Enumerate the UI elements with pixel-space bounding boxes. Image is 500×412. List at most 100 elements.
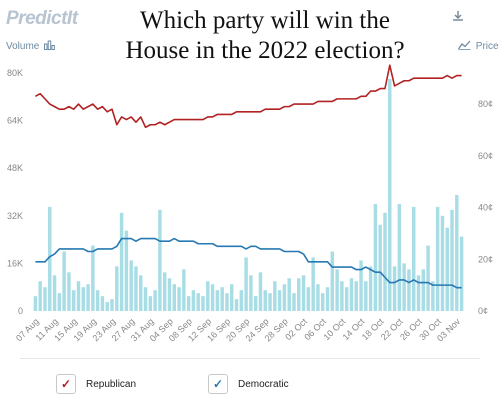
volume-bar bbox=[263, 290, 267, 311]
volume-bar bbox=[81, 287, 86, 311]
volume-bar bbox=[297, 278, 301, 311]
download-icon[interactable] bbox=[452, 10, 464, 25]
volume-bar bbox=[105, 302, 109, 311]
volume-bar bbox=[172, 284, 176, 311]
y-right-tick-label: 40¢ bbox=[478, 203, 493, 213]
volume-bar bbox=[38, 281, 42, 311]
volume-bar bbox=[148, 296, 153, 312]
checkmark-icon[interactable]: ✓ bbox=[56, 374, 76, 394]
predictit-logo: PredictIt bbox=[6, 8, 78, 29]
democratic-price-line bbox=[35, 237, 462, 289]
legend-republican[interactable]: ✓ Republican bbox=[56, 370, 136, 398]
bar-chart-icon bbox=[44, 40, 56, 50]
y-left-tick-label: 0 bbox=[18, 306, 23, 316]
volume-bar bbox=[225, 293, 229, 311]
volume-bar bbox=[426, 245, 430, 311]
volume-bar bbox=[330, 251, 335, 311]
y-right-tick-label: 60¢ bbox=[478, 151, 493, 161]
volume-bar bbox=[110, 299, 114, 311]
volume-bar bbox=[445, 227, 449, 311]
y-left-tick-label: 64K bbox=[7, 116, 23, 126]
volume-bar bbox=[383, 212, 387, 311]
page-title: Which party will win the House in the 20… bbox=[100, 6, 430, 66]
volume-bar bbox=[273, 281, 277, 311]
volume-bar bbox=[153, 290, 157, 311]
volume-bar bbox=[321, 293, 325, 311]
volume-bar bbox=[450, 209, 454, 311]
volume-bar bbox=[95, 290, 100, 311]
legend-divider bbox=[20, 358, 480, 359]
volume-bar bbox=[411, 206, 416, 312]
volume-bar bbox=[301, 275, 306, 311]
volume-bar bbox=[220, 287, 224, 311]
volume-bar bbox=[33, 296, 38, 312]
volume-bar bbox=[325, 287, 330, 311]
volume-bar bbox=[139, 275, 143, 311]
volume-bar bbox=[71, 290, 76, 311]
volume-bar bbox=[335, 269, 339, 311]
volume-bar bbox=[215, 290, 220, 311]
volume-bar bbox=[57, 293, 62, 311]
volume-bar bbox=[76, 281, 81, 311]
volume-bar bbox=[234, 299, 239, 311]
volume-bar bbox=[244, 257, 248, 311]
trend-line-icon bbox=[457, 40, 471, 50]
volume-label-text: Volume bbox=[6, 41, 40, 52]
y-left-tick-label: 48K bbox=[7, 163, 23, 173]
volume-bar bbox=[206, 281, 210, 311]
volume-bar bbox=[239, 290, 244, 311]
volume-bar bbox=[86, 284, 90, 311]
volume-bar bbox=[196, 293, 200, 311]
volume-bar bbox=[134, 266, 138, 312]
volume-bar bbox=[67, 272, 71, 311]
checkmark-icon[interactable]: ✓ bbox=[208, 374, 228, 394]
y-left-tick-label: 16K bbox=[7, 258, 23, 268]
volume-bar bbox=[364, 281, 368, 311]
volume-bar bbox=[368, 266, 373, 312]
legend-republican-label: Republican bbox=[86, 378, 137, 390]
y-right-tick-label: 80¢ bbox=[478, 99, 493, 109]
volume-bar bbox=[119, 212, 124, 311]
volume-bar bbox=[115, 266, 119, 312]
volume-bar bbox=[388, 78, 392, 311]
volume-bar bbox=[91, 245, 95, 311]
y-left-tick-label: 80K bbox=[7, 68, 23, 78]
volume-bar bbox=[459, 236, 464, 312]
volume-bar bbox=[340, 281, 344, 311]
y-right-tick-label: 20¢ bbox=[478, 254, 493, 264]
volume-bar bbox=[416, 275, 421, 311]
y-right-tick-label: 0¢ bbox=[478, 306, 488, 316]
volume-axis-label[interactable]: Volume bbox=[6, 40, 56, 52]
volume-bar bbox=[421, 269, 426, 311]
volume-bar bbox=[230, 284, 234, 311]
volume-bar bbox=[186, 296, 191, 312]
volume-bar bbox=[158, 209, 162, 311]
volume-bar bbox=[43, 287, 47, 311]
volume-bar bbox=[143, 287, 148, 311]
volume-bar bbox=[258, 272, 263, 311]
price-label-text: Price bbox=[475, 41, 499, 52]
volume-bar bbox=[201, 296, 205, 312]
volume-bar bbox=[392, 266, 397, 312]
price-axis-label[interactable]: Price bbox=[457, 40, 499, 52]
volume-bar bbox=[455, 194, 459, 311]
volume-bar bbox=[378, 224, 382, 311]
volume-bar bbox=[292, 293, 296, 311]
title-line-1: Which party will win the bbox=[140, 7, 390, 34]
volume-bar bbox=[167, 278, 172, 311]
volume-bar bbox=[402, 263, 406, 311]
volume-bar bbox=[373, 203, 378, 311]
volume-bar bbox=[311, 257, 315, 311]
volume-bar bbox=[100, 296, 105, 312]
volume-bar bbox=[129, 260, 133, 311]
volume-bar bbox=[397, 203, 402, 311]
volume-bar bbox=[354, 281, 358, 311]
volume-bar bbox=[249, 275, 253, 311]
volume-bar bbox=[124, 230, 129, 311]
volume-bar bbox=[268, 293, 272, 311]
volume-bar bbox=[344, 287, 349, 311]
volume-bar bbox=[162, 272, 167, 311]
volume-bar bbox=[282, 284, 287, 311]
legend-democratic[interactable]: ✓ Democratic bbox=[208, 370, 289, 398]
